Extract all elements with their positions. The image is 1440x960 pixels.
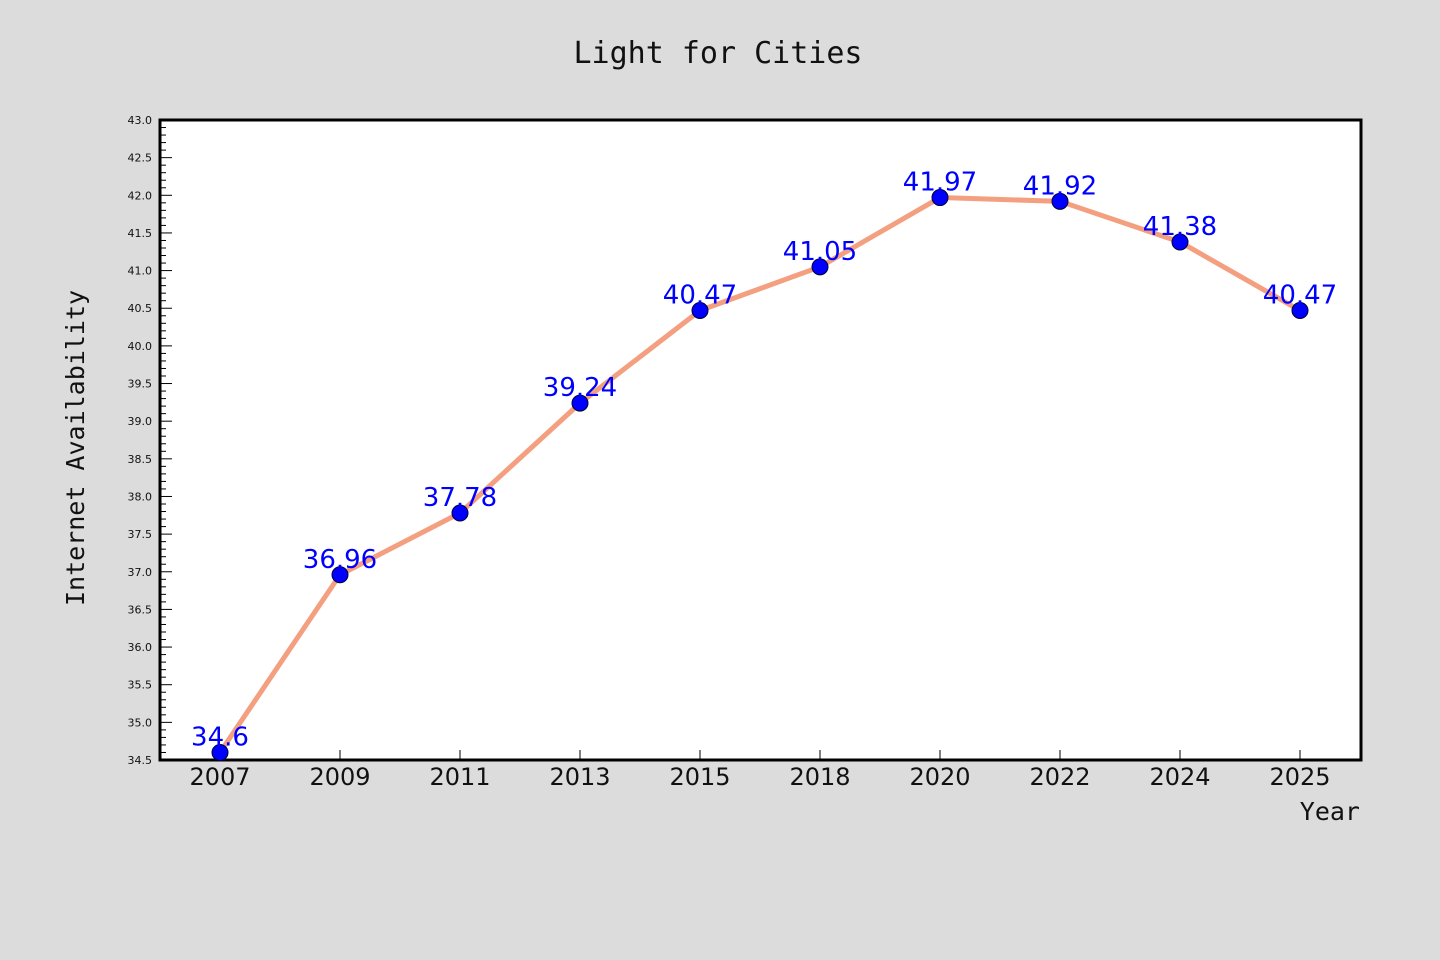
series-line bbox=[217, 195, 1303, 755]
x-tick-label: 2020 bbox=[909, 763, 970, 791]
data-label: 41.92 bbox=[1023, 171, 1097, 201]
data-point bbox=[811, 258, 829, 276]
y-tick-label: 38.0 bbox=[128, 490, 153, 503]
y-axis-label: Internet Availability bbox=[61, 290, 90, 606]
plot-area bbox=[158, 118, 1363, 762]
data-point bbox=[931, 189, 949, 207]
y-tick-label: 38.5 bbox=[128, 453, 153, 466]
series-layer: 34.6 36.96 37.78 39.24 40.47 41.05 41.97 41.92 4… bbox=[191, 168, 1337, 761]
x-axis-label: Year bbox=[1300, 797, 1360, 826]
y-tick-label: 39.0 bbox=[128, 415, 153, 428]
x-tick-label: 2022 bbox=[1029, 763, 1090, 791]
data-point bbox=[1171, 233, 1189, 251]
x-tick-label: 2009 bbox=[309, 763, 370, 791]
data-point bbox=[331, 566, 349, 584]
y-tick-label: 41.5 bbox=[128, 227, 153, 240]
x-tick-label: 2024 bbox=[1149, 763, 1210, 791]
data-point bbox=[571, 394, 589, 412]
data-point bbox=[1051, 192, 1069, 210]
x-tick-label: 2007 bbox=[189, 763, 250, 791]
y-tick-label: 36.5 bbox=[128, 603, 153, 616]
y-axis-ticks: 34.5 35.0 35.5 36.0 36.5 37.0 37.5 38.0 38.5 39.0… bbox=[128, 114, 172, 767]
data-point bbox=[691, 301, 709, 319]
chart-title: Light for Cities bbox=[574, 36, 863, 71]
data-label: 34.6 bbox=[191, 722, 249, 752]
y-tick-label: 40.5 bbox=[128, 302, 153, 315]
y-tick-label: 42.5 bbox=[128, 152, 153, 165]
y-tick-label: 36.0 bbox=[128, 641, 153, 654]
data-point bbox=[211, 743, 229, 761]
data-label: 41.97 bbox=[903, 168, 977, 198]
data-point bbox=[451, 504, 469, 522]
y-tick-label: 37.5 bbox=[128, 528, 153, 541]
data-label: 39.24 bbox=[543, 373, 617, 403]
y-tick-label: 42.0 bbox=[128, 189, 153, 202]
x-axis-ticks: 2007 2009 2011 2013 2015 2018 2020 2022 2024 2025 bbox=[189, 750, 1331, 791]
y-tick-label: 43.0 bbox=[128, 114, 153, 127]
data-label: 40.47 bbox=[663, 280, 737, 310]
x-tick-label: 2025 bbox=[1269, 763, 1330, 791]
y-tick-label: 41.0 bbox=[128, 265, 153, 278]
y-tick-label: 34.5 bbox=[128, 754, 153, 767]
y-tick-label: 40.0 bbox=[128, 340, 153, 353]
data-label: 41.05 bbox=[783, 237, 857, 267]
y-tick-label: 35.0 bbox=[128, 716, 153, 729]
y-tick-label: 37.0 bbox=[128, 566, 153, 579]
x-tick-label: 2013 bbox=[549, 763, 610, 791]
x-tick-label: 2011 bbox=[429, 763, 490, 791]
y-tick-label: 39.5 bbox=[128, 378, 153, 391]
data-label: 36.96 bbox=[303, 545, 377, 575]
x-tick-label: 2018 bbox=[789, 763, 850, 791]
y-tick-label: 35.5 bbox=[128, 679, 153, 692]
data-label: 41.38 bbox=[1143, 212, 1217, 242]
data-label: 37.78 bbox=[423, 483, 497, 513]
x-tick-label: 2015 bbox=[669, 763, 730, 791]
data-label: 40.47 bbox=[1263, 280, 1337, 310]
data-point bbox=[1291, 301, 1309, 319]
